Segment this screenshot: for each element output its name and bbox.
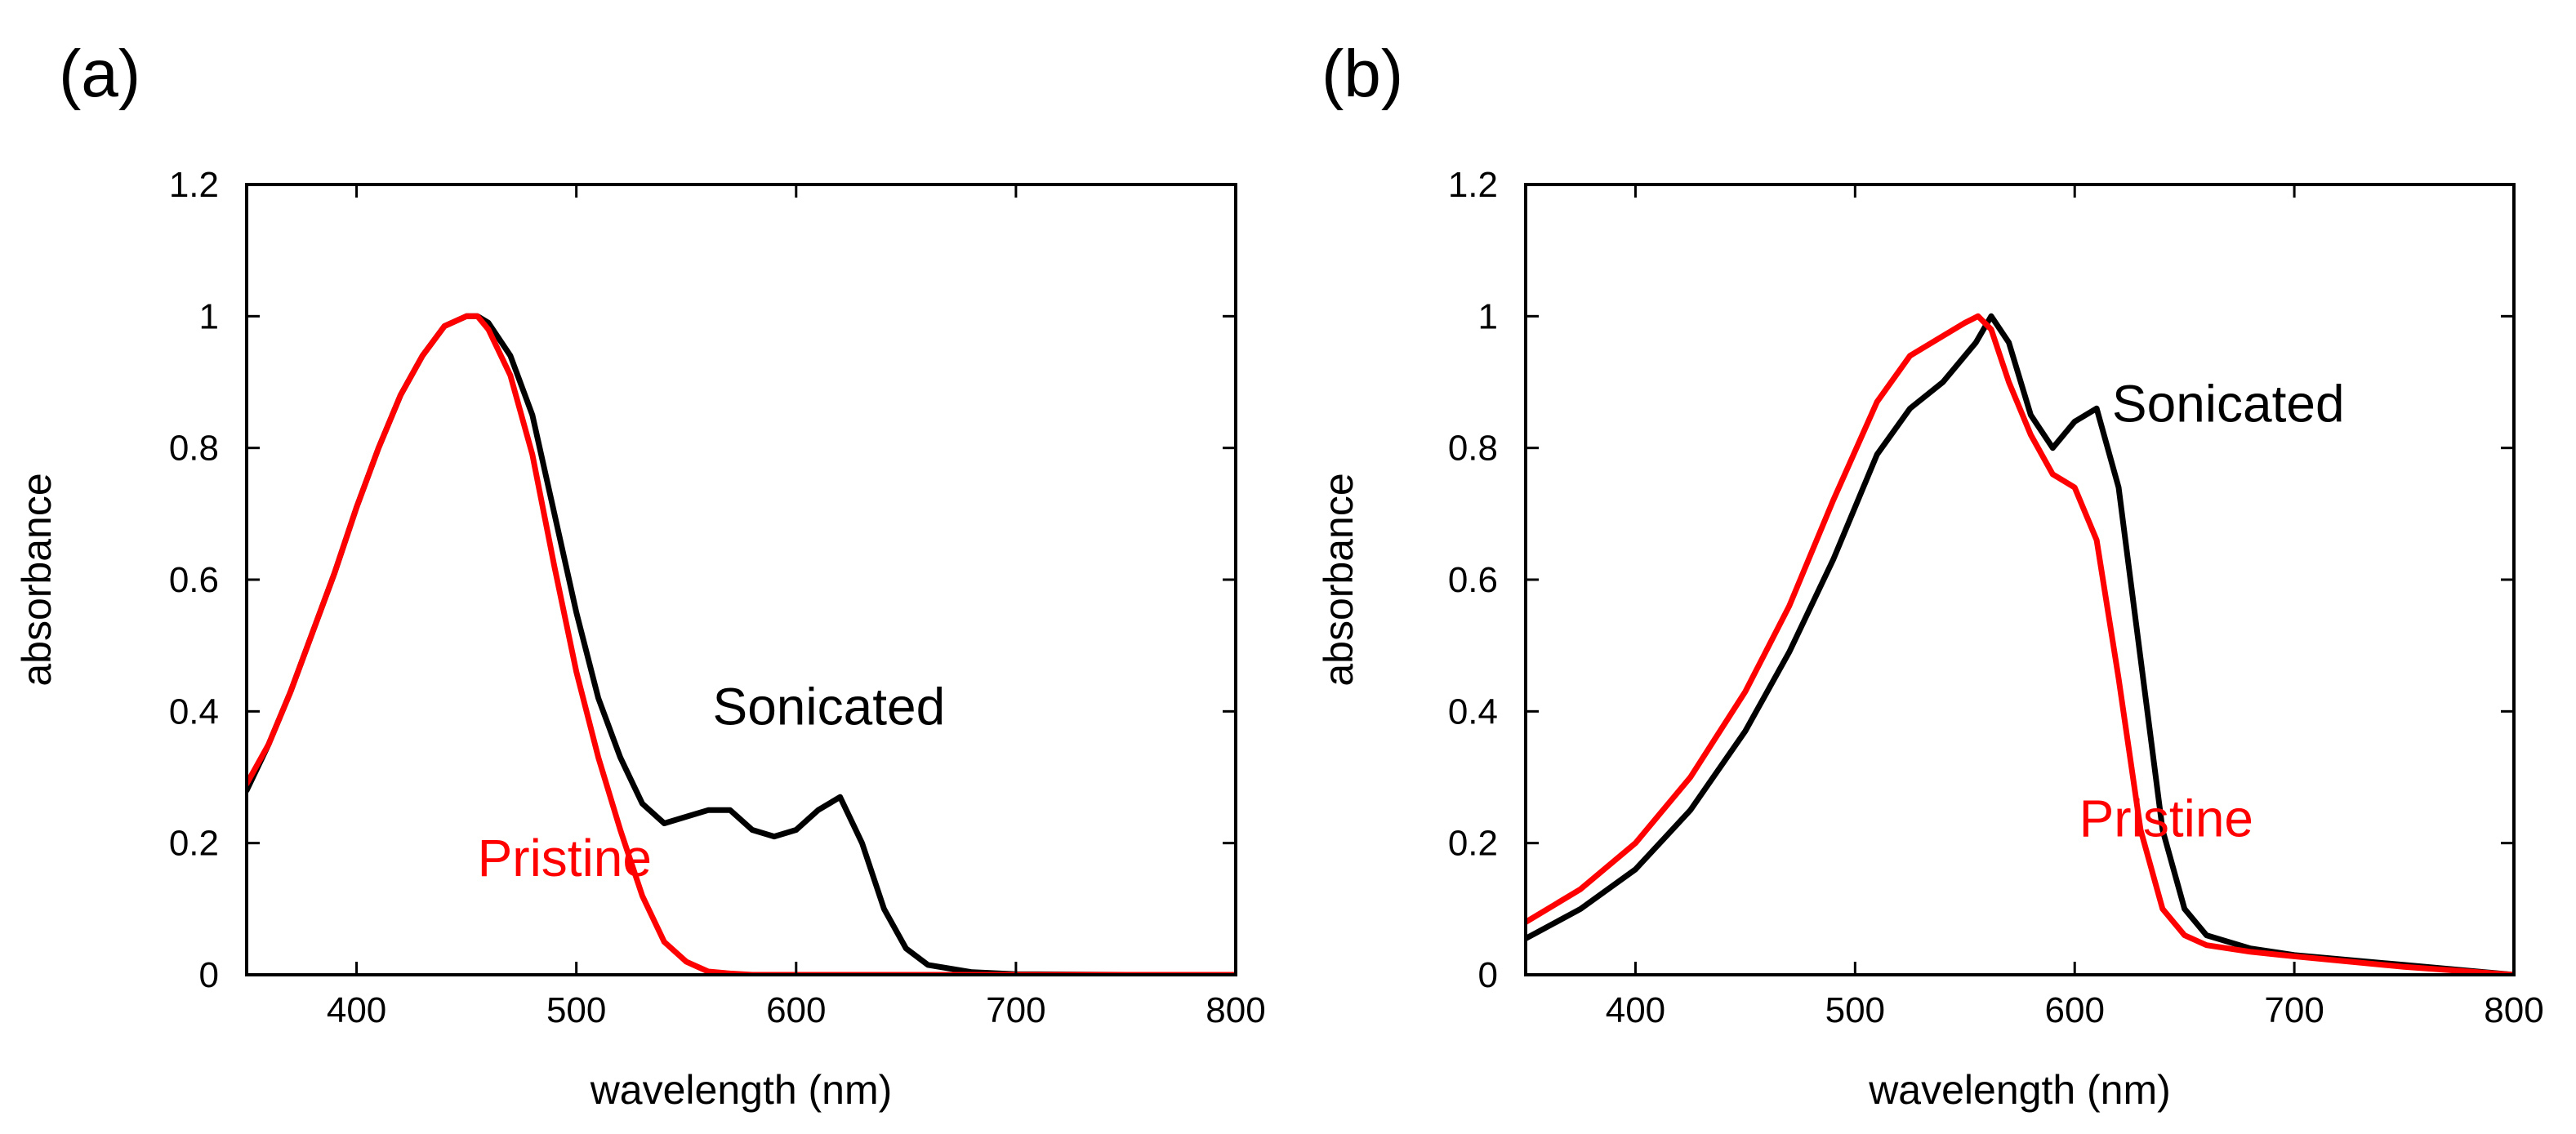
y-tick-label: 1.2 (169, 165, 219, 205)
panel-label: (b) (1321, 37, 1403, 111)
y-tick-label: 1.2 (1448, 165, 1498, 205)
y-tick-label: 1 (199, 296, 219, 336)
y-tick-label: 0.2 (169, 824, 219, 864)
series-label-pristine: Pristine (478, 829, 652, 887)
y-tick-label: 0 (1478, 955, 1498, 995)
chart-panel-b: (b) 400 500 600 700 800 0 0.2 0.4 0.6 0.8 1 1.2 wavel… (1316, 37, 2544, 1113)
series-line-sonicated (1526, 313, 2514, 975)
x-tick-label: 800 (2484, 990, 2543, 1030)
y-tick-label: 0.8 (169, 429, 219, 469)
y-tick-label: 0.4 (169, 692, 219, 732)
y-tick-label: 0.8 (1448, 429, 1498, 469)
x-axis-title: wavelength (nm) (590, 1067, 893, 1113)
panel-label: (a) (59, 37, 140, 111)
y-tick-label: 0.2 (1448, 824, 1498, 864)
x-tick-label: 400 (1606, 990, 1665, 1030)
series-label-sonicated: Sonicated (713, 677, 946, 736)
x-tick-label: 400 (327, 990, 386, 1030)
y-tick-label: 0 (199, 955, 219, 995)
y-tick-label: 1 (1478, 296, 1498, 336)
series-line-pristine (1526, 313, 2514, 975)
series-label-sonicated: Sonicated (2112, 374, 2345, 433)
x-axis-title: wavelength (nm) (1868, 1067, 2171, 1113)
x-tick-label: 600 (2045, 990, 2105, 1030)
x-tick-label: 700 (2264, 990, 2324, 1030)
y-axis-title: absorbance (14, 473, 60, 686)
x-tick-label: 500 (546, 990, 606, 1030)
y-axis-title: absorbance (1316, 473, 1362, 686)
series-group (1526, 313, 2514, 975)
x-tick-label: 500 (1825, 990, 1885, 1030)
chart-panel-a: (a) 400 500 600 700 800 0 0.2 0.4 0.6 0.8 1 1.2 wavel… (14, 37, 1266, 1113)
series-label-pristine: Pristine (2079, 789, 2253, 848)
y-tick-label: 0.6 (1448, 560, 1498, 600)
y-tick-label: 0.4 (1448, 692, 1498, 732)
x-tick-label: 800 (1206, 990, 1265, 1030)
x-tick-label: 700 (986, 990, 1045, 1030)
y-tick-label: 0.6 (169, 560, 219, 600)
x-tick-label: 600 (766, 990, 826, 1030)
